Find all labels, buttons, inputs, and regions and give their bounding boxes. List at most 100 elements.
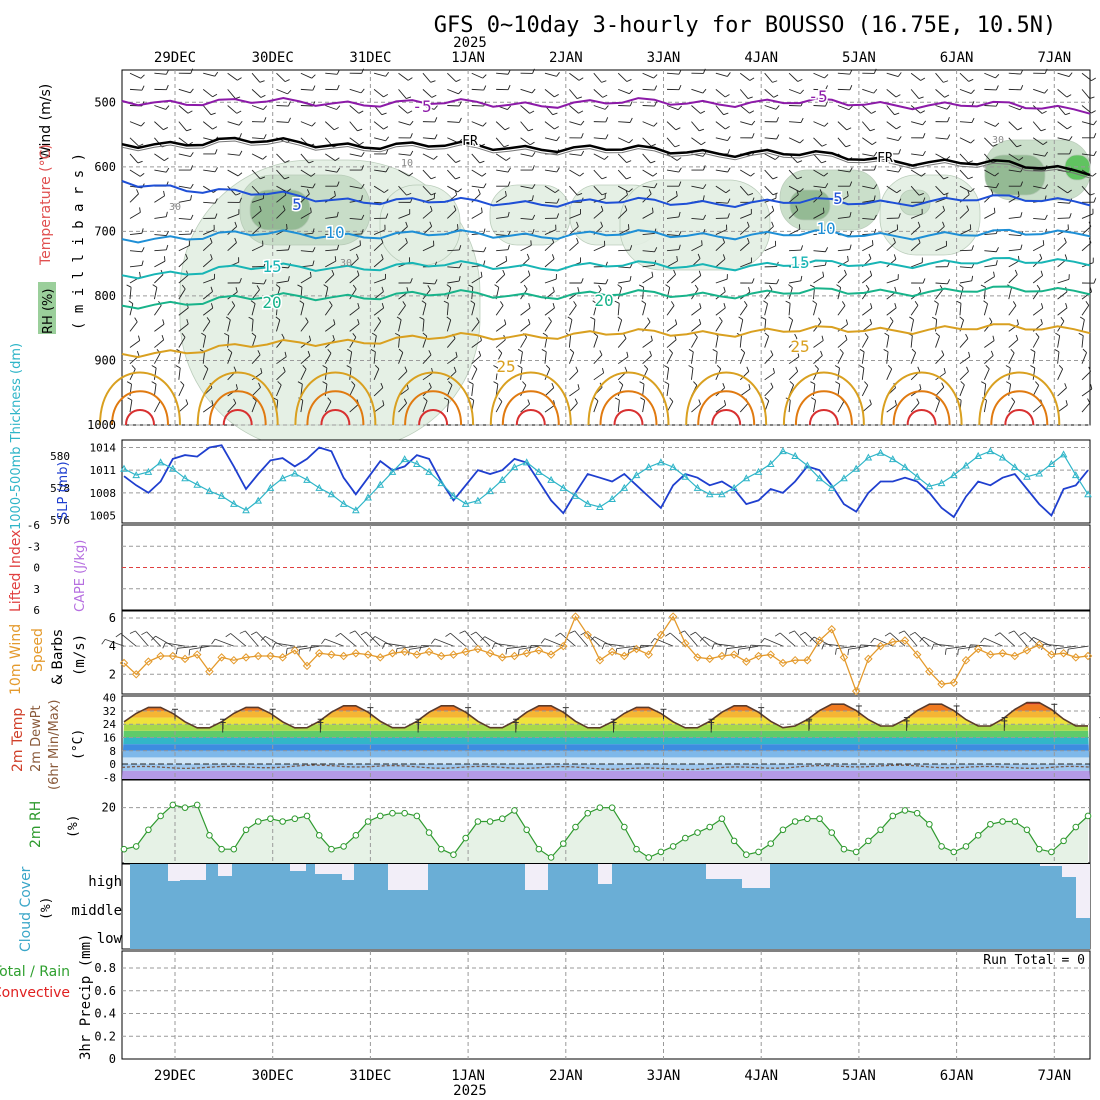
- wind-barb: [251, 303, 256, 316]
- wind-barb-flag: [504, 190, 507, 197]
- wind-barb-flag: [542, 332, 548, 337]
- wind-barb: [788, 185, 800, 193]
- wind-barb-flag: [517, 348, 523, 353]
- wind-barb-flag: [185, 399, 189, 405]
- thickness-point: [266, 483, 275, 491]
- boundary-layer-isotherm: [320, 409, 351, 426]
- wind-barb: [276, 209, 286, 219]
- wind-barb: [324, 274, 335, 284]
- thickness-point: [547, 475, 555, 483]
- wind-speed-point: [449, 650, 458, 659]
- wind-barb-flag: [1088, 237, 1092, 243]
- wind-barb-flag: [310, 172, 316, 177]
- wind-barb-flag: [1010, 348, 1015, 354]
- wind-barb-flag: [844, 334, 848, 340]
- rh-point: [962, 843, 970, 850]
- wind-barb-flag: [385, 167, 389, 173]
- wind-barb: [129, 250, 142, 253]
- wind-barb: [837, 287, 842, 300]
- wind-barb: [666, 339, 677, 348]
- wind-barb: [374, 169, 387, 173]
- cloud-gap: [290, 864, 306, 871]
- wind-barb: [265, 635, 283, 647]
- wind-barb-flag: [898, 630, 905, 634]
- wind-barb: [666, 260, 678, 268]
- wind-barb-flag: [502, 269, 506, 275]
- wind-barb-flag: [699, 128, 705, 132]
- wind-barb: [349, 323, 360, 332]
- rh-point: [535, 845, 543, 853]
- rh-point: [1084, 812, 1092, 820]
- thickness-point: [913, 472, 922, 480]
- wind-barb: [202, 258, 213, 268]
- rh-point: [511, 807, 518, 814]
- wind-barb-flag: [601, 643, 605, 650]
- wind-barb: [276, 371, 286, 381]
- wind-barb-flag: [625, 189, 628, 195]
- wind-barb-flag: [688, 365, 694, 369]
- wind-barb: [520, 336, 528, 348]
- wind-barb: [715, 404, 726, 413]
- wind-barb-flag: [1063, 237, 1067, 243]
- thickness-point: [620, 483, 629, 491]
- rh-point: [938, 843, 945, 850]
- wind-barb: [569, 72, 580, 81]
- thickness-point: [449, 491, 458, 499]
- wind-barb: [789, 121, 802, 123]
- wind-barb: [684, 630, 698, 647]
- wind-barb: [861, 336, 869, 348]
- precip-conv-label: Convective: [0, 985, 70, 1001]
- wind-barb-flag: [641, 300, 646, 305]
- wind-barb: [178, 384, 185, 397]
- wind-barb-flag: [947, 117, 950, 123]
- wind-barb: [178, 274, 189, 284]
- rh-point: [706, 823, 714, 831]
- wind-barb-flag: [410, 133, 413, 139]
- wind-barb: [340, 632, 357, 647]
- tick-label: 900: [94, 353, 116, 367]
- thickness-point: [486, 487, 494, 495]
- wind-barb: [837, 121, 847, 131]
- wind-speed-point: [1010, 651, 1020, 661]
- wind-barb: [398, 305, 406, 316]
- wind-barb-flag: [385, 71, 390, 77]
- wind-barb: [593, 185, 603, 196]
- rh-point: [279, 818, 286, 825]
- pressure-frame: [121, 439, 1091, 524]
- wind-barb: [886, 307, 897, 316]
- wind-barb-flag: [1082, 348, 1087, 353]
- wind-barb: [1057, 335, 1061, 348]
- wind-barb: [837, 216, 850, 219]
- wind-barb-flag: [873, 228, 877, 234]
- wind-speed-point: [571, 612, 580, 621]
- wind-barb: [300, 303, 305, 316]
- wind-barb: [471, 169, 483, 177]
- wind-barb: [446, 400, 450, 413]
- thickness-point: [852, 464, 860, 472]
- wind-barb-flag: [225, 316, 231, 321]
- boundary-layer-isotherm: [392, 371, 475, 426]
- temperature-band: [122, 730, 1090, 738]
- wind-barb-flag: [370, 349, 376, 353]
- wind-barb-flag: [883, 349, 889, 353]
- wind-barb: [544, 137, 557, 142]
- wind-barb: [959, 121, 972, 124]
- rh-point: [743, 851, 750, 859]
- wind-barb-flag: [651, 207, 654, 213]
- wind-barb: [544, 121, 555, 130]
- isotherm-label: 15: [790, 253, 809, 272]
- wind-barb-flag: [139, 173, 145, 177]
- rh-point: [950, 848, 958, 856]
- wind-barb: [129, 303, 134, 316]
- wind-barb: [569, 371, 579, 381]
- wind-barb-flag: [1064, 254, 1068, 260]
- wind-barb-flag: [898, 198, 902, 204]
- wind-barb: [642, 264, 655, 268]
- wind-barb-flag: [332, 334, 335, 340]
- wind-barb: [202, 291, 213, 300]
- wind-speed-point: [790, 655, 800, 665]
- wind-barb-flag: [678, 84, 682, 90]
- wind-barb: [251, 400, 257, 413]
- wind-barb-flag: [785, 300, 791, 304]
